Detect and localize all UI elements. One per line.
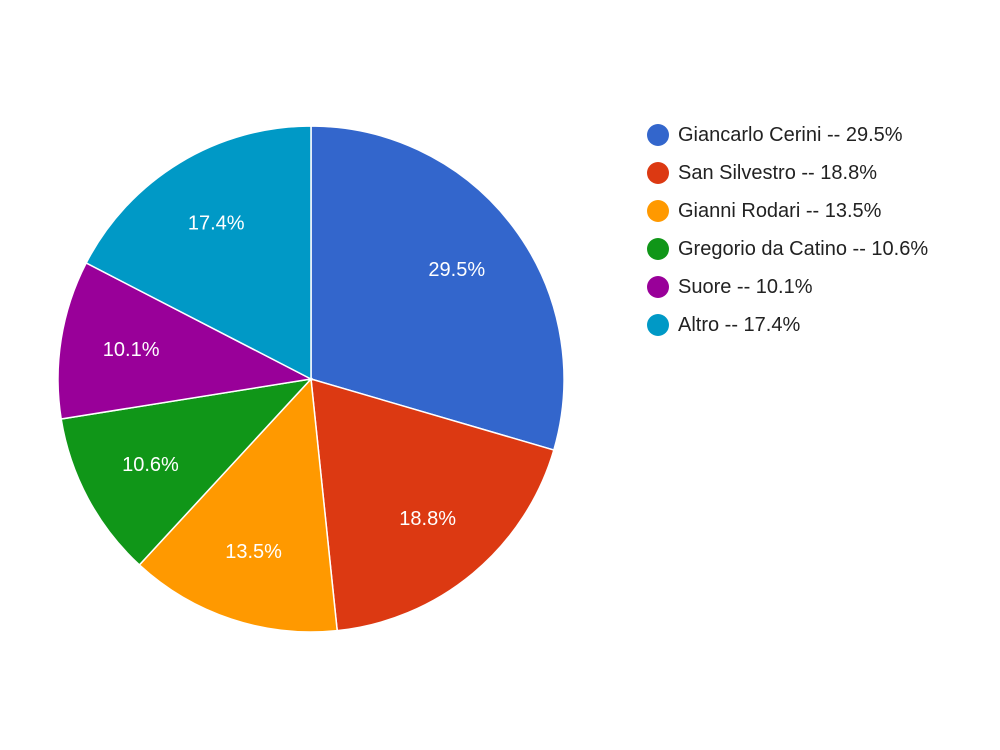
legend-label: Gregorio da Catino -- 10.6% — [678, 238, 928, 260]
slice-label: 13.5% — [225, 541, 282, 563]
legend-item: Suore -- 10.1% — [647, 276, 813, 298]
pie-slice — [138, 377, 339, 633]
legend: Giancarlo Cerini -- 29.5% San Silvestro -… — [647, 124, 928, 336]
slice-label: 10.6% — [122, 454, 179, 476]
legend-label: San Silvestro -- 18.8% — [678, 162, 877, 184]
legend-item: Gregorio da Catino -- 10.6% — [647, 238, 928, 260]
pie-slice — [85, 125, 312, 381]
legend-label: Suore -- 10.1% — [678, 276, 813, 298]
legend-label: Altro -- 17.4% — [678, 314, 800, 336]
pie-slice — [57, 261, 314, 420]
legend-swatch — [647, 238, 669, 260]
legend-swatch — [647, 162, 669, 184]
pie-slice-labels: 29.5% 18.8% 13.5% 10.6% 10.1% 17.4% — [103, 212, 486, 562]
legend-swatch — [647, 200, 669, 222]
legend-item: San Silvestro -- 18.8% — [647, 162, 877, 184]
legend-item: Gianni Rodari -- 13.5% — [647, 200, 882, 222]
legend-label: Gianni Rodari -- 13.5% — [678, 200, 882, 222]
legend-item: Giancarlo Cerini -- 29.5% — [647, 124, 903, 146]
pie-slice — [310, 377, 555, 632]
legend-item: Altro -- 17.4% — [647, 314, 800, 336]
legend-swatch — [647, 124, 669, 146]
legend-swatch — [647, 276, 669, 298]
pie-slices — [57, 125, 565, 633]
legend-label: Giancarlo Cerini -- 29.5% — [678, 124, 903, 146]
slice-label: 17.4% — [188, 212, 245, 234]
pie-slice — [60, 377, 314, 566]
slice-label: 10.1% — [103, 339, 160, 361]
slice-label: 29.5% — [428, 259, 485, 281]
legend-swatch — [647, 314, 669, 336]
slice-label: 18.8% — [399, 508, 456, 530]
pie-slice — [310, 125, 565, 451]
